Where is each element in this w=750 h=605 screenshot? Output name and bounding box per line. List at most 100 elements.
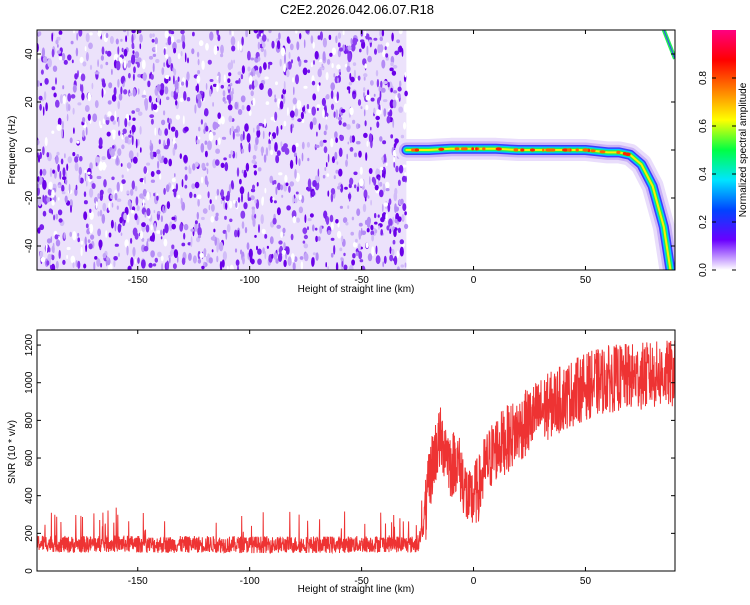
noise-blob <box>352 119 356 124</box>
noise-blob <box>227 104 233 111</box>
noise-blob <box>358 251 363 260</box>
noise-blob <box>100 55 104 61</box>
noise-blob <box>235 200 238 208</box>
noise-blob <box>295 155 298 165</box>
noise-blob <box>95 162 98 167</box>
noise-blob <box>352 241 358 248</box>
noise-blob <box>139 193 144 199</box>
noise-blob <box>131 110 135 114</box>
noise-blob <box>160 229 163 236</box>
noise-blob <box>317 107 319 111</box>
noise-blob <box>56 50 62 54</box>
noise-blob <box>77 102 82 106</box>
noise-blob <box>156 102 159 107</box>
noise-blob <box>85 126 88 136</box>
noise-blob <box>220 162 225 168</box>
noise-blob <box>349 177 354 186</box>
noise-blob <box>131 209 135 214</box>
noise-blob <box>229 127 232 136</box>
noise-blob <box>389 109 393 117</box>
noise-blob <box>370 97 375 102</box>
noise-blob <box>226 265 229 270</box>
noise-blob <box>136 205 140 212</box>
noise-blob <box>132 227 138 237</box>
noise-blob <box>180 197 183 206</box>
noise-blob <box>360 106 363 110</box>
noise-blob <box>77 260 81 269</box>
noise-blob <box>230 150 234 156</box>
noise-blob <box>157 211 161 215</box>
noise-blob <box>335 219 339 224</box>
noise-blob <box>363 132 368 138</box>
noise-blob <box>66 246 71 251</box>
noise-blob <box>307 218 312 222</box>
snr-x-ticks: -150 -100 -50 0 50 <box>128 330 591 587</box>
figure-title: C2E2.2026.042.06.07.R18 <box>280 2 434 17</box>
noise-blob <box>377 177 381 181</box>
noise-blob <box>278 253 283 262</box>
noise-blob <box>72 30 76 34</box>
noise-blob <box>79 155 83 162</box>
noise-blob <box>326 58 331 65</box>
noise-blob <box>165 54 169 59</box>
noise-blob <box>107 100 112 105</box>
noise-blob <box>172 137 176 146</box>
noise-blob <box>148 55 154 60</box>
noise-blob <box>111 129 116 134</box>
noise-blob <box>55 99 60 108</box>
snr-plot-area <box>37 330 675 571</box>
noise-blob <box>289 43 294 51</box>
noise-blob <box>244 123 249 132</box>
noise-blob <box>307 226 309 231</box>
noise-blob <box>273 200 277 204</box>
noise-blob <box>337 42 341 48</box>
noise-blob <box>339 47 343 52</box>
noise-blob <box>188 252 192 261</box>
noise-blob <box>152 33 155 38</box>
noise-blob <box>57 164 60 172</box>
noise-blob <box>130 257 134 267</box>
noise-blob <box>62 259 66 265</box>
noise-blob <box>84 236 87 246</box>
noise-blob <box>377 97 380 105</box>
noise-blob <box>246 133 251 143</box>
noise-blob <box>326 173 330 177</box>
noise-blob <box>246 242 250 250</box>
noise-blob <box>341 235 344 243</box>
noise-blob <box>205 43 209 51</box>
noise-blob <box>347 45 352 51</box>
snr-frame <box>36 329 676 572</box>
noise-blob <box>271 253 274 259</box>
noise-blob <box>64 195 68 203</box>
noise-blob <box>286 69 290 78</box>
signal-peak <box>439 147 443 151</box>
noise-blob <box>350 43 356 52</box>
noise-blob <box>43 195 48 205</box>
noise-blob <box>331 156 336 164</box>
noise-blob <box>80 246 83 257</box>
noise-blob <box>306 104 310 110</box>
noise-blob <box>315 252 319 261</box>
signal-peak <box>482 147 486 151</box>
noise-blob <box>186 71 190 82</box>
noise-blob <box>243 202 248 210</box>
noise-blob <box>73 127 75 134</box>
noise-blob <box>227 62 232 71</box>
noise-blob <box>322 37 327 48</box>
noise-blob <box>266 245 269 249</box>
noise-blob <box>127 265 132 270</box>
noise-blob <box>240 95 246 103</box>
noise-blob <box>302 227 308 234</box>
noise-blob <box>347 193 352 200</box>
noise-blob <box>324 167 327 171</box>
noise-blob <box>232 130 235 140</box>
noise-blob <box>160 215 163 223</box>
noise-blob <box>371 234 374 242</box>
noise-blob <box>124 139 129 144</box>
noise-blob <box>260 33 263 37</box>
noise-blob <box>134 213 138 221</box>
signal-peak <box>542 148 545 152</box>
noise-blob <box>132 156 138 164</box>
noise-blob <box>276 224 282 229</box>
y-tick-label: 1000 <box>24 371 35 394</box>
